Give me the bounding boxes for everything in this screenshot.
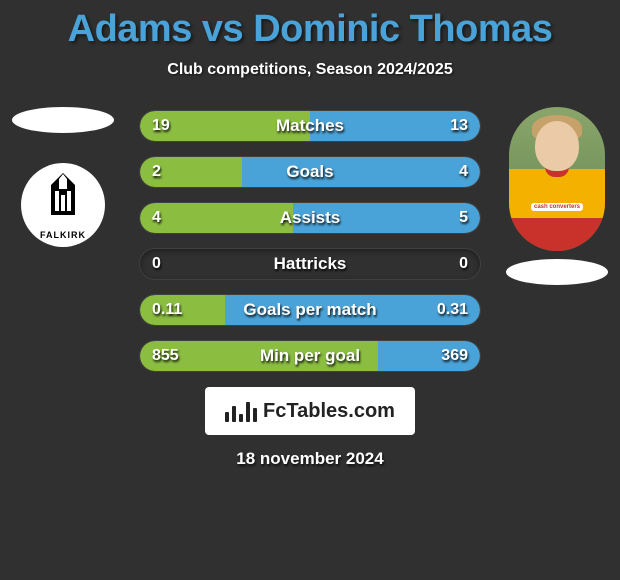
stat-value-right: 0.31 xyxy=(437,301,468,319)
player-photo-right: cash converters xyxy=(509,107,605,251)
stat-label: Goals per match xyxy=(243,300,376,320)
stat-bar-right xyxy=(242,157,480,187)
player-left-column: FALKIRK xyxy=(8,111,118,247)
stat-value-left: 4 xyxy=(152,209,161,227)
stat-value-left: 0 xyxy=(152,255,161,273)
branding-bar-icon xyxy=(239,414,243,422)
branding-text: FcTables.com xyxy=(263,400,395,423)
branding-bar-icon xyxy=(225,412,229,422)
stat-label: Assists xyxy=(280,208,340,228)
comparison-panel: FALKIRK cash converters Matches 19 13 Goals… xyxy=(0,111,620,469)
stat-row: Goals per match 0.11 0.31 xyxy=(140,295,480,325)
page-title: Adams vs Dominic Thomas xyxy=(0,0,620,51)
stat-value-left: 2 xyxy=(152,163,161,181)
stat-label: Min per goal xyxy=(260,346,360,366)
club-badge-left: FALKIRK xyxy=(21,163,105,247)
player-right-name-bubble xyxy=(506,259,608,285)
subtitle: Club competitions, Season 2024/2025 xyxy=(0,61,620,79)
stat-value-right: 5 xyxy=(459,209,468,227)
face-icon xyxy=(535,121,579,171)
stat-label: Matches xyxy=(276,116,344,136)
stat-row: Min per goal 855 369 xyxy=(140,341,480,371)
branding-bar-icon xyxy=(232,406,236,422)
player-right-column: cash converters xyxy=(502,111,612,285)
club-name-left: FALKIRK xyxy=(21,230,105,240)
branding-bars-icon xyxy=(225,400,257,422)
stat-row: Assists 4 5 xyxy=(140,203,480,233)
stat-value-right: 0 xyxy=(459,255,468,273)
stats-bars: Matches 19 13 Goals 2 4 Assists 4 5 Hattricks 0 0 Go… xyxy=(140,111,480,371)
stat-value-right: 13 xyxy=(450,117,468,135)
stat-bar-left xyxy=(140,203,293,233)
branding-badge: FcTables.com xyxy=(205,387,415,435)
stat-label: Goals xyxy=(286,162,333,182)
club-badge-icon xyxy=(45,171,81,221)
stat-value-left: 19 xyxy=(152,117,170,135)
branding-bar-icon xyxy=(253,408,257,422)
player-left-name-bubble xyxy=(12,107,114,133)
stat-label: Hattricks xyxy=(274,254,347,274)
stat-row: Hattricks 0 0 xyxy=(140,249,480,279)
stat-value-right: 4 xyxy=(459,163,468,181)
stat-value-right: 369 xyxy=(441,347,468,365)
stat-value-left: 855 xyxy=(152,347,179,365)
stat-row: Goals 2 4 xyxy=(140,157,480,187)
shirt-sponsor: cash converters xyxy=(531,203,583,211)
snapshot-date: 18 november 2024 xyxy=(0,449,620,469)
stat-value-left: 0.11 xyxy=(152,301,182,319)
stat-row: Matches 19 13 xyxy=(140,111,480,141)
branding-bar-icon xyxy=(246,402,250,422)
